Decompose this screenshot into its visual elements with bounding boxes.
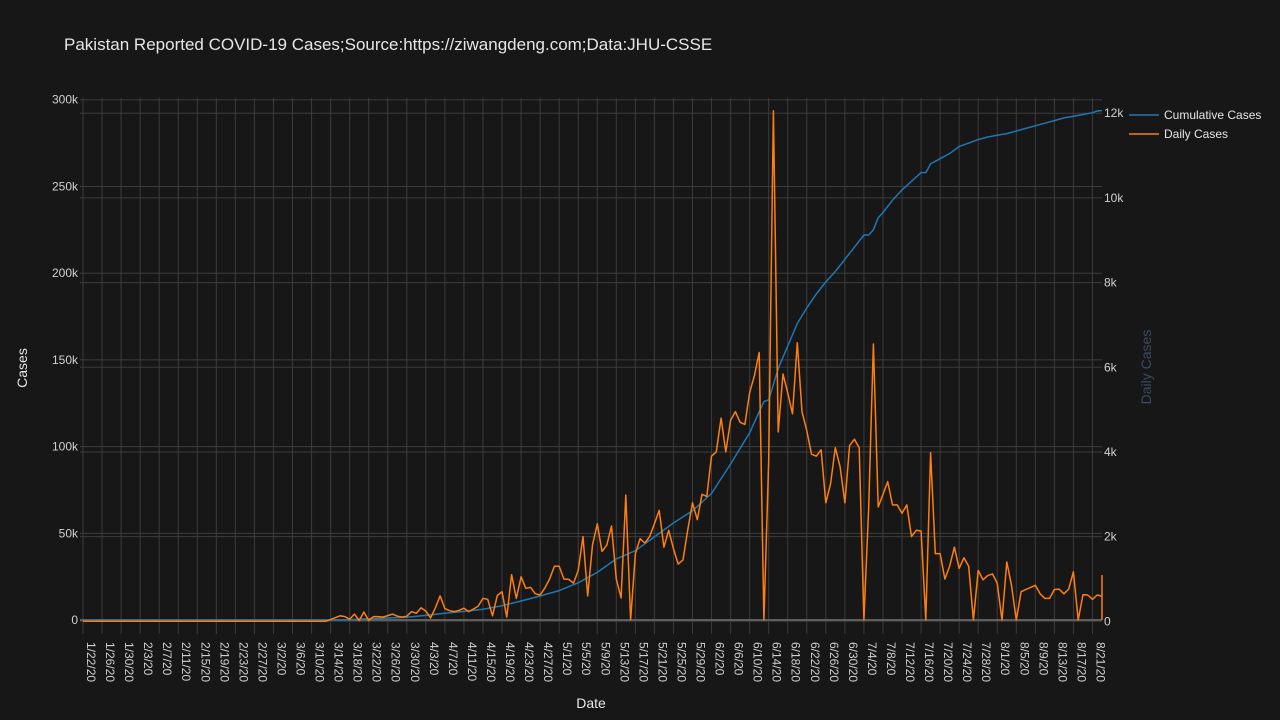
y-tick-label: 250k bbox=[52, 179, 79, 193]
grid-layer bbox=[80, 98, 1102, 634]
x-axis-title: Date bbox=[576, 695, 606, 711]
series-layer bbox=[83, 109, 1103, 623]
x-tick-label: 5/13/20 bbox=[617, 642, 631, 682]
x-tick-label: 5/9/20 bbox=[598, 642, 612, 676]
x-tick-label: 7/16/20 bbox=[922, 642, 936, 682]
series-line-cumulative bbox=[83, 109, 1103, 621]
x-tick-label: 3/10/20 bbox=[313, 642, 327, 682]
x-tick-label: 5/1/20 bbox=[560, 642, 574, 676]
x-tick-label: 3/30/20 bbox=[408, 642, 422, 682]
x-tick-label: 4/23/20 bbox=[522, 642, 536, 682]
y-tick-label: 0 bbox=[71, 613, 78, 627]
y2-tick-label: 6k bbox=[1104, 360, 1118, 374]
x-tick-label: 7/24/20 bbox=[960, 642, 974, 682]
y-tick-label: 300k bbox=[52, 93, 79, 107]
x-tick-label: 1/30/20 bbox=[122, 642, 136, 682]
y2-tick-label: 4k bbox=[1104, 445, 1118, 459]
x-tick-label: 2/27/20 bbox=[255, 642, 269, 682]
legend-label-daily[interactable]: Daily Cases bbox=[1164, 127, 1228, 141]
x-tick-label: 4/7/20 bbox=[446, 642, 460, 676]
x-tick-label: 2/23/20 bbox=[236, 642, 250, 682]
x-tick-label: 7/20/20 bbox=[941, 642, 955, 682]
y-tick-label: 50k bbox=[59, 526, 79, 540]
legend-label-cumulative[interactable]: Cumulative Cases bbox=[1164, 108, 1261, 122]
x-tick-label: 7/28/20 bbox=[979, 642, 993, 682]
x-tick-label: 1/22/20 bbox=[84, 642, 98, 682]
x-tick-label: 2/15/20 bbox=[198, 642, 212, 682]
x-tick-label: 2/11/20 bbox=[179, 642, 193, 681]
x-tick-label: 4/3/20 bbox=[427, 642, 441, 676]
x-tick-label: 3/18/20 bbox=[351, 642, 365, 682]
x-tick-label: 2/7/20 bbox=[160, 642, 174, 676]
x-tick-label: 8/1/20 bbox=[998, 642, 1012, 676]
x-tick-label: 7/4/20 bbox=[865, 642, 879, 676]
x-tick-label: 5/5/20 bbox=[579, 642, 593, 676]
x-tick-label: 6/14/20 bbox=[770, 642, 784, 682]
x-tick-label: 8/21/20 bbox=[1093, 642, 1107, 682]
x-tick-label: 6/30/20 bbox=[846, 642, 860, 682]
y2-tick-label: 8k bbox=[1104, 276, 1118, 290]
tick-labels: 1/22/20 1/26/20 1/30/20 2/3/20 2/7/20 2/11/20… bbox=[52, 93, 1124, 683]
x-tick-label: 3/6/20 bbox=[294, 642, 308, 676]
x-tick-label: 8/9/20 bbox=[1036, 642, 1050, 676]
x-tick-label: 4/27/20 bbox=[541, 642, 555, 682]
x-tick-label: 1/26/20 bbox=[103, 642, 117, 682]
x-tick-label: 7/12/20 bbox=[903, 642, 917, 682]
x-tick-label: 6/2/20 bbox=[713, 642, 727, 676]
y2-axis-title: Daily Cases bbox=[1138, 330, 1154, 405]
x-tick-label: 8/17/20 bbox=[1074, 642, 1088, 682]
x-tick-label: 6/22/20 bbox=[808, 642, 822, 682]
chart-title: Pakistan Reported COVID-19 Cases;Source:… bbox=[64, 35, 712, 54]
x-tick-label: 3/26/20 bbox=[389, 642, 403, 682]
x-tick-label: 6/18/20 bbox=[789, 642, 803, 682]
y2-tick-label: 2k bbox=[1104, 530, 1118, 544]
x-tick-label: 5/29/20 bbox=[693, 642, 707, 682]
y2-tick-label: 10k bbox=[1104, 191, 1124, 205]
x-tick-label: 4/15/20 bbox=[484, 642, 498, 682]
y2-tick-label: 0 bbox=[1104, 614, 1111, 628]
x-tick-label: 4/19/20 bbox=[503, 642, 517, 682]
x-tick-label: 5/17/20 bbox=[636, 642, 650, 682]
y-tick-label: 200k bbox=[52, 266, 79, 280]
y-tick-label: 100k bbox=[52, 440, 79, 454]
y-axis-title: Cases bbox=[14, 348, 30, 388]
x-tick-label: 2/3/20 bbox=[141, 642, 155, 676]
y2-tick-label: 12k bbox=[1104, 106, 1124, 120]
x-tick-label: 6/26/20 bbox=[827, 642, 841, 682]
x-tick-label: 4/11/20 bbox=[465, 642, 479, 681]
y-tick-label: 150k bbox=[52, 353, 79, 367]
x-tick-label: 7/8/20 bbox=[884, 642, 898, 676]
x-tick-label: 6/6/20 bbox=[732, 642, 746, 676]
x-tick-label: 5/25/20 bbox=[674, 642, 688, 682]
x-tick-label: 3/14/20 bbox=[332, 642, 346, 682]
x-tick-label: 3/22/20 bbox=[370, 642, 384, 682]
x-tick-label: 6/10/20 bbox=[751, 642, 765, 682]
x-tick-label: 3/2/20 bbox=[274, 642, 288, 676]
x-tick-label: 5/21/20 bbox=[655, 642, 669, 682]
x-tick-label: 8/5/20 bbox=[1017, 642, 1031, 676]
series-line-daily bbox=[83, 109, 1103, 623]
x-tick-label: 8/13/20 bbox=[1055, 642, 1069, 682]
legend[interactable]: Cumulative Cases Daily Cases bbox=[1129, 108, 1261, 141]
x-tick-label: 2/19/20 bbox=[217, 642, 231, 682]
